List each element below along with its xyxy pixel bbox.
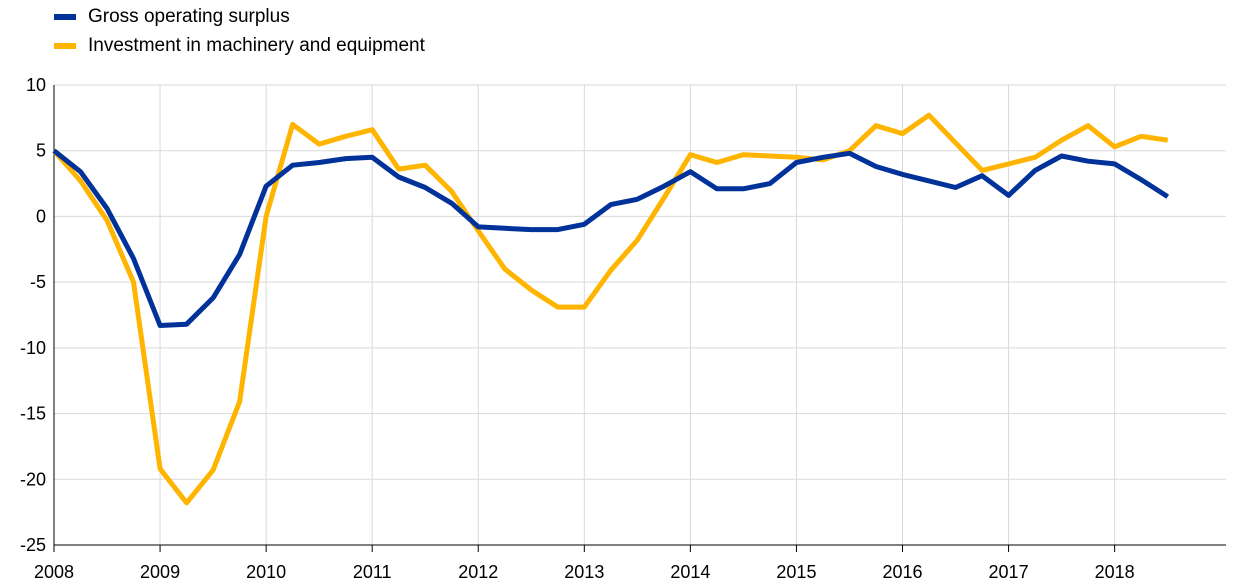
x-tick-label: 2012 — [458, 562, 498, 582]
y-tick-label: -20 — [20, 469, 46, 489]
series-group — [52, 112, 1170, 506]
series-line-gross-operating-surplus — [52, 148, 1170, 328]
x-tick-label: 2013 — [564, 562, 604, 582]
y-tick-label: 5 — [36, 141, 46, 161]
x-tick-label: 2017 — [989, 562, 1029, 582]
tick-labels: 10 5 0 -5 -10 -15 -20 -25 2008 2009 2010 2011 2012 20… — [20, 75, 1135, 582]
y-tick-label: -10 — [20, 338, 46, 358]
x-tick-label: 2018 — [1095, 562, 1135, 582]
legend-swatch-gross-operating-surplus — [54, 13, 76, 20]
legend-swatch-investment — [54, 42, 76, 49]
legend-item-investment: Investment in machinery and equipment — [54, 31, 425, 60]
legend-item-gross-operating-surplus: Gross operating surplus — [54, 2, 425, 31]
x-tick-label: 2011 — [353, 562, 392, 582]
x-tick-label: 2009 — [140, 562, 180, 582]
series-line-investment-machinery-equipment — [52, 112, 1169, 506]
y-tick-label: 10 — [26, 75, 46, 95]
y-tick-label: -5 — [30, 272, 46, 292]
x-tick-label: 2014 — [670, 562, 710, 582]
chart-legend: Gross operating surplus Investment in ma… — [54, 2, 425, 60]
x-tick-label: 2015 — [776, 562, 816, 582]
x-tick-label: 2016 — [882, 562, 922, 582]
legend-label-gross-operating-surplus: Gross operating surplus — [88, 5, 290, 27]
y-tick-label: 0 — [36, 206, 46, 226]
y-tick-label: -25 — [20, 535, 46, 555]
x-tick-label: 2008 — [34, 562, 74, 582]
axes — [53, 85, 1226, 552]
x-tick-label: 2010 — [246, 562, 286, 582]
legend-label-investment: Investment in machinery and equipment — [88, 34, 425, 56]
y-tick-label: -15 — [20, 404, 46, 424]
grid-lines — [53, 84, 1226, 546]
